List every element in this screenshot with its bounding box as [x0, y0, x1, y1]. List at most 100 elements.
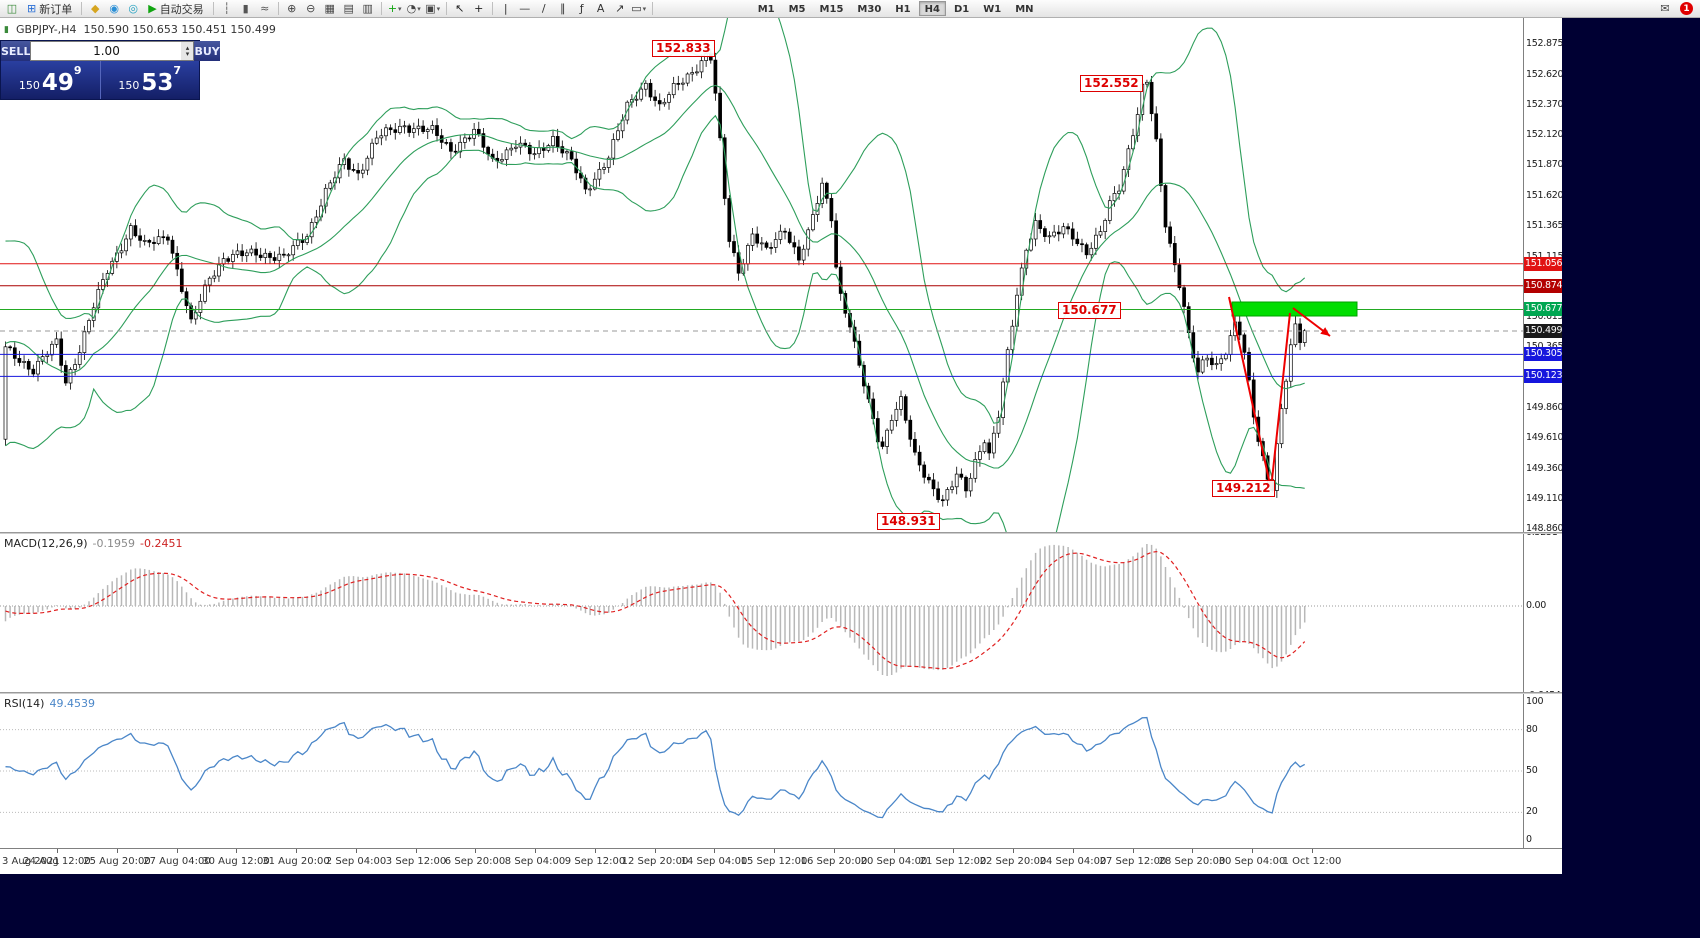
time-axis-label: 24 Aug 12:00: [23, 856, 91, 867]
sell-button[interactable]: SELL: [1, 41, 31, 61]
price-annotation[interactable]: 150.677: [1058, 302, 1121, 319]
zoom-in-icon-glyph: ⊕: [287, 2, 297, 15]
red-arrowhead: [1320, 327, 1330, 336]
zoom-in-icon[interactable]: ⊕: [283, 1, 301, 17]
bar-chart-type-icon[interactable]: ┆: [218, 1, 236, 17]
price-annotation[interactable]: 149.212: [1212, 480, 1275, 497]
ask-sup: 7: [173, 64, 182, 77]
time-axis-label: 3 Sep 12:00: [385, 856, 447, 867]
time-axis-tick: [177, 849, 178, 853]
dropdown-arrow-icon[interactable]: ▾: [417, 4, 421, 13]
time-axis-tick: [416, 849, 417, 853]
shapes-icon-glyph: ▭: [631, 2, 642, 15]
price-tag-151.056[interactable]: 151.056: [1524, 257, 1562, 271]
market-watch-icon[interactable]: ◉: [105, 1, 123, 17]
zoom-out-icon-glyph: ⊖: [306, 2, 316, 15]
timeframe-m5[interactable]: M5: [788, 4, 806, 15]
volume-down-icon[interactable]: ▾: [185, 50, 190, 58]
period-icon[interactable]: ◔ ▾: [405, 1, 423, 17]
panel-splitter[interactable]: [0, 532, 1562, 534]
arrow-tool-icon[interactable]: ↗: [611, 1, 629, 17]
timeframe-h1[interactable]: H1: [895, 4, 911, 15]
tile-windows-icon[interactable]: ▦: [321, 1, 339, 17]
volume-input[interactable]: [31, 42, 182, 60]
chart-window-icon[interactable]: ◫: [3, 1, 21, 17]
horizontal-line-icon[interactable]: —: [516, 1, 534, 17]
rsi-canvas[interactable]: [0, 694, 1523, 848]
price-tag-150.874[interactable]: 150.874: [1524, 279, 1562, 293]
timeframe-h4[interactable]: H4: [918, 1, 946, 16]
auto-trading-button[interactable]: ▶ 自动交易: [143, 1, 208, 17]
vertical-line-icon[interactable]: |: [497, 1, 515, 17]
trendline-icon[interactable]: /: [535, 1, 553, 17]
rsi-axis-tick: 20: [1526, 806, 1538, 817]
timeframe-mn[interactable]: MN: [1015, 4, 1034, 15]
timeframe-d1[interactable]: D1: [953, 4, 970, 15]
macd-canvas[interactable]: [0, 534, 1523, 692]
one-click-trading-panel: SELL ▴ ▾ BUY 150: [0, 40, 220, 100]
timeframe-w1[interactable]: W1: [983, 4, 1002, 15]
arrange-windows-icon[interactable]: ▥: [359, 1, 377, 17]
new-order-button[interactable]: ⊞ 新订单: [22, 1, 77, 17]
bid-prefix: 150: [18, 79, 40, 92]
fibonacci-icon[interactable]: ƒ: [573, 1, 591, 17]
text-tool-icon[interactable]: A: [592, 1, 610, 17]
timeframe-m30[interactable]: M30: [857, 4, 882, 15]
bollinger-lower: [5, 114, 1305, 532]
price-axis-tick: 149.360: [1526, 463, 1562, 474]
dropdown-arrow-icon[interactable]: ▾: [436, 4, 441, 13]
crosshair-icon-glyph: +: [474, 2, 484, 15]
dropdown-arrow-icon[interactable]: ▾: [398, 4, 402, 13]
macd-value-signal: -0.2451: [140, 537, 183, 550]
price-tag-150.499[interactable]: 150.499: [1524, 324, 1562, 338]
fibonacci-icon-glyph: ƒ: [579, 2, 584, 15]
time-axis-tick: [834, 849, 835, 853]
price-axis-tick: 152.120: [1526, 129, 1562, 140]
time-axis-label: 28 Sep 20:00: [1158, 856, 1226, 867]
chart-ohlc-values: 150.590 150.653 150.451 150.499: [83, 23, 276, 36]
crosshair-icon[interactable]: +: [470, 1, 488, 17]
time-axis-tick: [595, 849, 596, 853]
shapes-icon[interactable]: ▭ ▾: [630, 1, 648, 17]
price-annotation[interactable]: 152.833: [652, 40, 715, 57]
zoom-out-icon[interactable]: ⊖: [302, 1, 320, 17]
time-axis-tick: [236, 849, 237, 853]
data-window-icon[interactable]: ◎: [124, 1, 142, 17]
add-indicator-icon[interactable]: + ▾: [386, 1, 404, 17]
dropdown-arrow-icon[interactable]: ▾: [642, 4, 647, 13]
rsi-axis-tick: 100: [1526, 696, 1544, 707]
notification-badge[interactable]: 1: [1680, 2, 1693, 15]
price-axis-tick: 151.115: [1526, 251, 1562, 263]
volume-up-icon[interactable]: ▴: [185, 44, 190, 52]
cascade-windows-icon[interactable]: ▤: [340, 1, 358, 17]
channel-icon[interactable]: ∥: [554, 1, 572, 17]
timeframe-m1[interactable]: M1: [757, 4, 775, 15]
mailbox-icon[interactable]: ✉: [1660, 2, 1670, 15]
panel-splitter[interactable]: [0, 692, 1562, 694]
timeframe-m15[interactable]: M15: [819, 4, 844, 15]
candlestick-type-icon[interactable]: ▮: [237, 1, 255, 17]
price-axis-tick: 149.610: [1526, 432, 1562, 443]
price-annotation[interactable]: 152.552: [1080, 75, 1143, 92]
price-tag-150.677[interactable]: 150.677: [1524, 302, 1562, 316]
price-chart-canvas[interactable]: [0, 18, 1523, 532]
rsi-axis-tick: 50: [1526, 765, 1538, 776]
time-axis-label: 9 Sep 12:00: [564, 856, 626, 867]
time-axis-label: 24 Sep 04:00: [1039, 856, 1107, 867]
time-axis[interactable]: 3 Aug 2021 24 Aug 12:00 25 Aug 20:00 27 Aug…: [0, 848, 1562, 874]
buy-label: BUY: [194, 44, 220, 58]
bollinger-bands: [5, 18, 1306, 532]
candlestick-type-icon-glyph: ▮: [242, 2, 249, 15]
macd-name: MACD(12,26,9): [4, 537, 88, 550]
buy-button[interactable]: BUY: [194, 41, 220, 61]
rsi-value: 49.4539: [49, 697, 95, 710]
price-tag-150.305[interactable]: 150.305: [1524, 347, 1562, 361]
macd-panel: MACD(12,26,9) -0.1959 -0.2451 0.5251 0.00 -0…: [0, 534, 1562, 692]
price-divider: [99, 61, 101, 99]
price-tag-150.123[interactable]: 150.123: [1524, 369, 1562, 383]
cursor-icon[interactable]: ↖: [451, 1, 469, 17]
favorites-icon[interactable]: ◆: [86, 1, 104, 17]
price-annotation[interactable]: 148.931: [877, 513, 940, 530]
line-chart-type-icon[interactable]: ≈: [256, 1, 274, 17]
template-icon[interactable]: ▣ ▾: [424, 1, 442, 17]
